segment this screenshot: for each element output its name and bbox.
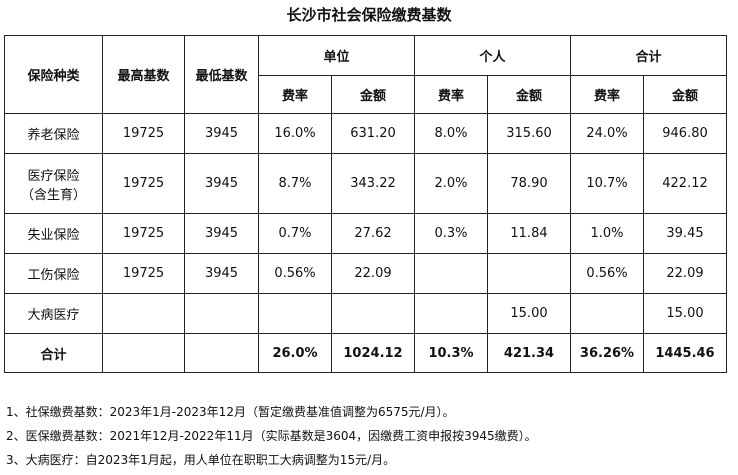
summary-empty-cell (184, 333, 259, 373)
individual-amount-cell: 15.00 (487, 293, 571, 334)
header-individual: 个人 (414, 35, 571, 76)
max-base-cell: 19725 (102, 113, 185, 154)
min-base-cell (184, 293, 259, 334)
max-base-cell (102, 293, 185, 334)
individual-amount-cell: 78.90 (487, 153, 571, 214)
individual-rate-cell (414, 253, 488, 294)
summary-row: 合计 26.0% 1024.12 10.3% 421.34 36.26% 144… (4, 333, 727, 373)
employer-rate-cell: 16.0% (258, 113, 332, 154)
footnote: 1、社保缴费基数：2023年1月-2023年12月（暂定缴费基准值调整为6575… (6, 405, 455, 419)
employer-amount-cell: 27.62 (331, 213, 415, 254)
total-rate-cell: 10.7% (570, 153, 644, 214)
header-individual-amount: 金额 (487, 75, 571, 114)
employer-rate-cell: 0.56% (258, 253, 332, 294)
table-row: 失业保险 19725 3945 0.7% 27.62 0.3% 11.84 1.… (4, 213, 727, 254)
table-row: 工伤保险 19725 3945 0.56% 22.09 0.56% 22.09 (4, 253, 727, 294)
total-amount-cell: 39.45 (643, 213, 727, 254)
contribution-table: 保险种类 最高基数 最低基数 单位 个人 合计 费率 金额 费率 金额 费率 金… (4, 35, 727, 373)
header-employer-amount: 金额 (331, 75, 415, 114)
employer-rate-cell (258, 293, 332, 334)
total-amount-cell: 946.80 (643, 113, 727, 154)
table-row: 养老保险 19725 3945 16.0% 631.20 8.0% 315.60… (4, 113, 727, 154)
employer-amount-cell: 22.09 (331, 253, 415, 294)
footnote: 3、大病医疗：自2023年1月起，用人单位在职职工大病调整为15元/月。 (6, 453, 396, 467)
summary-individual-amount: 421.34 (487, 333, 571, 373)
max-base-cell: 19725 (102, 253, 185, 294)
insurance-name-note: （含生育） (20, 187, 86, 203)
employer-amount-cell: 343.22 (331, 153, 415, 214)
page-title: 长沙市社会保险缴费基数 (286, 6, 452, 24)
header-employer: 单位 (258, 35, 415, 76)
individual-rate-cell: 8.0% (414, 113, 488, 154)
employer-rate-cell: 8.7% (258, 153, 332, 214)
summary-empty-cell (102, 333, 185, 373)
insurance-name: 医疗保险 （含生育） (4, 153, 103, 214)
total-amount-cell: 422.12 (643, 153, 727, 214)
insurance-name: 养老保险 (4, 113, 103, 154)
footnotes: 1、社保缴费基数：2023年1月-2023年12月（暂定缴费基准值调整为6575… (6, 400, 734, 472)
total-amount-cell: 15.00 (643, 293, 727, 334)
table-row: 大病医疗 15.00 15.00 (4, 293, 727, 334)
total-rate-cell: 1.0% (570, 213, 644, 254)
insurance-name: 工伤保险 (4, 253, 103, 294)
header-max-base: 最高基数 (102, 35, 185, 114)
individual-rate-cell: 2.0% (414, 153, 488, 214)
min-base-cell: 3945 (184, 153, 259, 214)
insurance-name: 失业保险 (4, 213, 103, 254)
total-rate-cell: 0.56% (570, 253, 644, 294)
table-row: 医疗保险 （含生育） 19725 3945 8.7% 343.22 2.0% 78… (4, 153, 727, 214)
header-employer-rate: 费率 (258, 75, 332, 114)
individual-rate-cell (414, 293, 488, 334)
individual-amount-cell (487, 253, 571, 294)
min-base-cell: 3945 (184, 253, 259, 294)
individual-rate-cell: 0.3% (414, 213, 488, 254)
total-rate-cell (570, 293, 644, 334)
individual-amount-cell: 315.60 (487, 113, 571, 154)
header-min-base: 最低基数 (184, 35, 259, 114)
employer-amount-cell (331, 293, 415, 334)
summary-total-rate: 36.26% (570, 333, 644, 373)
max-base-cell: 19725 (102, 153, 185, 214)
employer-amount-cell: 631.20 (331, 113, 415, 154)
employer-rate-cell: 0.7% (258, 213, 332, 254)
total-amount-cell: 22.09 (643, 253, 727, 294)
header-total-amount: 金额 (643, 75, 727, 114)
header-individual-rate: 费率 (414, 75, 488, 114)
min-base-cell: 3945 (184, 213, 259, 254)
footnote: 2、医保缴费基数：2021年12月-2022年11月（实际基数是3604，因缴费… (6, 429, 537, 443)
summary-label: 合计 (4, 333, 103, 373)
summary-employer-amount: 1024.12 (331, 333, 415, 373)
summary-employer-rate: 26.0% (258, 333, 332, 373)
individual-amount-cell: 11.84 (487, 213, 571, 254)
total-rate-cell: 24.0% (570, 113, 644, 154)
summary-individual-rate: 10.3% (414, 333, 488, 373)
header-insurance-type: 保险种类 (4, 35, 103, 114)
max-base-cell: 19725 (102, 213, 185, 254)
header-total-rate: 费率 (570, 75, 644, 114)
header-total: 合计 (570, 35, 727, 76)
insurance-name: 大病医疗 (4, 293, 103, 334)
summary-total-amount: 1445.46 (643, 333, 727, 373)
min-base-cell: 3945 (184, 113, 259, 154)
